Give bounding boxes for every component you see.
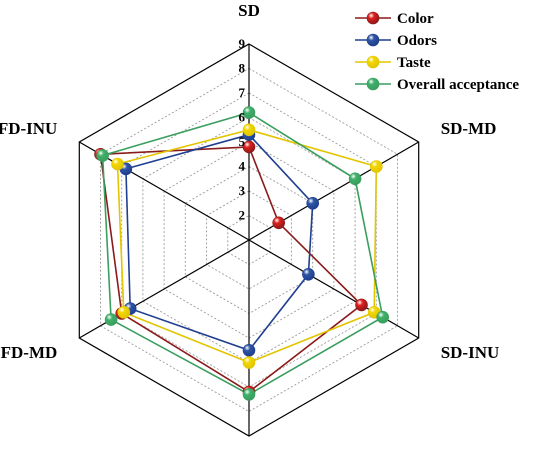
- point-odors-fd: [242, 343, 256, 357]
- axis-label-fd: FD: [238, 461, 261, 465]
- point-taste-fd-inu: [111, 157, 124, 171]
- legend-marker-color: [366, 11, 380, 25]
- point-overall-acceptance-sd-md: [348, 172, 362, 186]
- legend-marker-taste: [366, 55, 380, 69]
- legend-label-taste: Taste: [397, 55, 431, 71]
- point-odors-sd-inu: [302, 267, 315, 281]
- series-line-odors: [125, 133, 314, 352]
- point-color-sd-md: [272, 216, 286, 230]
- tick-label-6: 6: [239, 110, 246, 125]
- axis-label-fd-inu: FD-INU: [0, 119, 57, 138]
- point-taste-sd-md: [369, 160, 383, 173]
- legend: Color Odors Taste Overall acceptance: [355, 11, 519, 93]
- axis-label-fd-md: FD-MD: [1, 343, 58, 362]
- point-overall-acceptance-sd-inu: [376, 310, 390, 324]
- series-line-taste: [116, 128, 378, 364]
- tick-label-layer: 2 3 4 5 6 7 8 9: [239, 36, 246, 223]
- point-overall-acceptance-sd: [242, 106, 256, 119]
- point-odors-sd-md: [306, 197, 320, 210]
- legend-marker-odors: [366, 33, 380, 47]
- tick-label-3: 3: [239, 183, 246, 198]
- axis-spoke-fd-md: [78, 239, 250, 339]
- tick-label-2: 2: [239, 208, 246, 223]
- tick-label-7: 7: [239, 85, 246, 100]
- point-overall-acceptance-fd-inu: [96, 149, 109, 162]
- legend-label-color: Color: [397, 11, 434, 27]
- point-taste-fd: [242, 356, 256, 369]
- point-taste-sd: [242, 123, 256, 137]
- point-overall-acceptance-fd-md: [104, 313, 118, 326]
- legend-marker-overall-acceptance: [366, 77, 380, 91]
- axis-label-layer: SD SD-MD SD-INU FD FD-MD FD-INU: [0, 1, 499, 465]
- tick-label-4: 4: [239, 159, 246, 174]
- tick-label-8: 8: [239, 61, 246, 76]
- tick-label-5: 5: [239, 134, 246, 149]
- legend-label-overall-acceptance: Overall acceptance: [397, 77, 519, 93]
- axis-label-sd-md: SD-MD: [441, 119, 497, 138]
- axis-label-sd: SD: [238, 1, 260, 20]
- tick-label-9: 9: [239, 36, 246, 51]
- point-taste-fd-md: [117, 305, 131, 319]
- axis-label-sd-inu: SD-INU: [441, 343, 500, 362]
- point-overall-acceptance-fd: [242, 388, 256, 401]
- legend-label-odors: Odors: [397, 33, 437, 49]
- series-line-overall-acceptance: [101, 111, 384, 396]
- axis-spoke-sd-inu: [248, 239, 420, 339]
- series-layer: [94, 106, 390, 401]
- point-color-sd-inu: [355, 298, 368, 312]
